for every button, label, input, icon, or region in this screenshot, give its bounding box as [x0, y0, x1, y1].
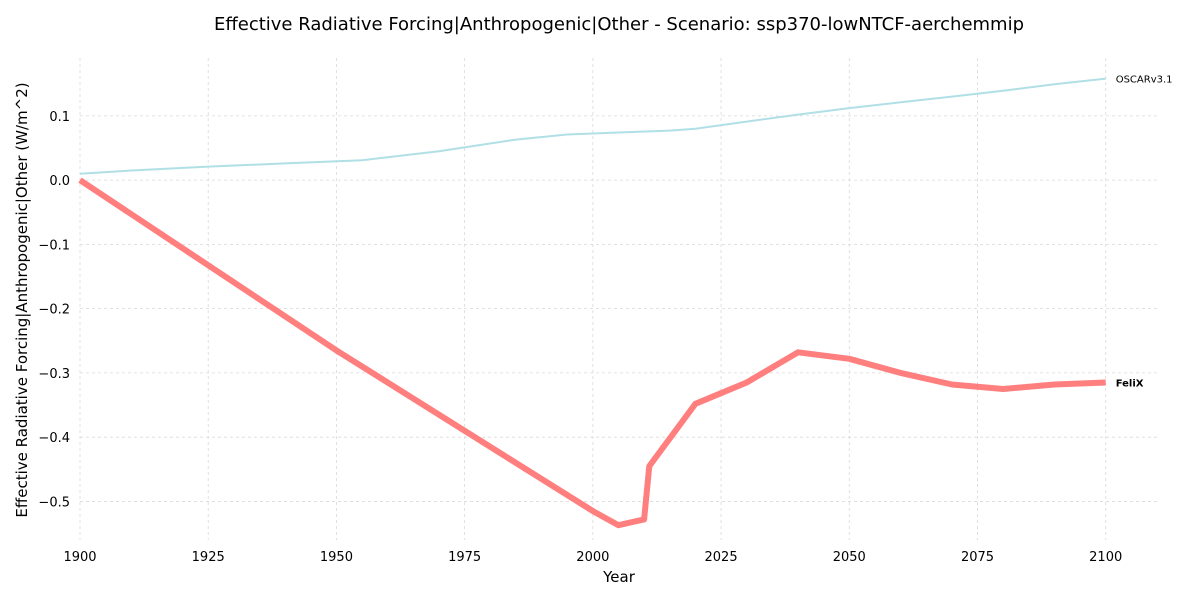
- x-tick-label: 2075: [961, 550, 994, 565]
- y-tick-label: −0.2: [38, 303, 70, 318]
- series-label: OSCARv3.1: [1116, 75, 1173, 86]
- y-tick-label: −0.3: [38, 367, 70, 382]
- x-axis-label: Year: [602, 568, 636, 586]
- x-tick-label: 1950: [320, 550, 353, 565]
- x-tick-label: 2025: [705, 550, 738, 565]
- y-tick-label: 0.0: [49, 174, 70, 189]
- series-lines: [78, 77, 1106, 529]
- y-axis-ticks: 0.1 0.0 −0.1 −0.2 −0.3 −0.4 −0.5: [38, 110, 70, 511]
- y-tick-label: −0.4: [38, 431, 70, 446]
- x-tick-label: 2050: [833, 550, 866, 565]
- chart-title: Effective Radiative Forcing|Anthropogeni…: [214, 14, 1024, 35]
- y-tick-label: 0.1: [49, 110, 70, 125]
- series-label: FeliX: [1116, 379, 1144, 390]
- series-line-felix: [78, 177, 1106, 529]
- x-tick-label: 1975: [448, 550, 481, 565]
- series-labels: OSCARv3.1 FeliX: [1116, 75, 1173, 390]
- series-line-oscarv3-1: [79, 77, 1106, 175]
- x-tick-label: 2100: [1089, 550, 1122, 565]
- x-tick-label: 2000: [576, 550, 609, 565]
- y-tick-label: −0.1: [38, 238, 70, 253]
- x-tick-label: 1925: [192, 550, 225, 565]
- y-axis-label: Effective Radiative Forcing|Anthropogeni…: [13, 82, 31, 517]
- grid: [79, 58, 1157, 540]
- x-tick-label: 1900: [63, 550, 96, 565]
- x-axis-ticks: 1900 1925 1950 1975 2000 2025 2050 2075 2100: [63, 550, 1122, 565]
- y-tick-label: −0.5: [38, 495, 70, 510]
